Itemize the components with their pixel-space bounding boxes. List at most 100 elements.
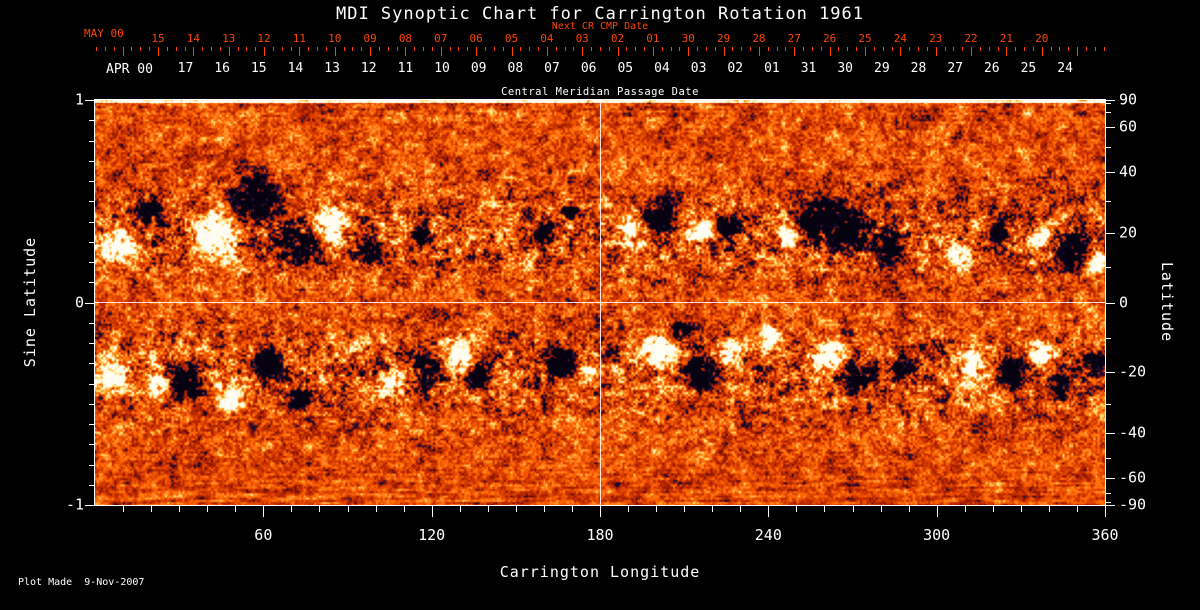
- longitude-tick: [908, 506, 910, 512]
- next-cr-day-label: 07: [434, 32, 448, 45]
- next-cr-day-label: 23: [929, 32, 943, 45]
- next-cr-day-label: 29: [716, 32, 731, 45]
- next-cr-axis-tick: [405, 47, 407, 56]
- cmp-day-label: 28: [910, 61, 927, 76]
- latitude-tick: [1106, 432, 1115, 434]
- next-cr-axis-tick: [290, 47, 292, 51]
- longitude-tick: [796, 506, 798, 512]
- cmp-day-label: 07: [544, 61, 560, 76]
- next-cr-day-label: 11: [292, 32, 307, 45]
- latitude-tick-label: 20: [1119, 223, 1138, 242]
- next-cr-axis-tick: [113, 47, 115, 51]
- next-cr-axis-tick: [997, 47, 999, 51]
- cmp-day-label: 30: [837, 61, 854, 76]
- next-cr-axis-tick: [440, 47, 442, 56]
- next-cr-axis-tick: [122, 47, 124, 56]
- longitude-tick: [263, 506, 265, 517]
- sine-latitude-tick-label: -1: [65, 495, 84, 514]
- next-cr-axis-tick: [794, 47, 796, 56]
- next-cr-axis-tick: [520, 47, 522, 51]
- next-cr-axis-tick: [140, 47, 142, 51]
- latitude-tick-label: -40: [1119, 423, 1147, 442]
- next-cr-day-label: 27: [787, 32, 801, 45]
- next-cr-axis-tick: [697, 47, 699, 51]
- left-axis-title: Sine Latitude: [21, 236, 39, 368]
- next-cr-axis-tick: [158, 47, 159, 56]
- sine-latitude-tick: [89, 221, 94, 223]
- next-cr-axis-tick: [131, 47, 133, 51]
- cmp-month-label: APR 00: [106, 62, 153, 77]
- cmp-day-label: 29: [874, 61, 890, 76]
- next-cr-axis-tick: [467, 47, 469, 51]
- next-cr-axis-tick: [211, 47, 213, 51]
- next-cr-axis-tick: [1059, 47, 1061, 51]
- longitude-tick: [515, 506, 517, 512]
- longitude-tick: [1048, 506, 1050, 512]
- sine-latitude-tick: [89, 181, 94, 182]
- latitude-tick: [1106, 501, 1111, 503]
- next-cr-axis-tick: [652, 47, 654, 56]
- longitude-tick: [459, 506, 461, 512]
- latitude-tick: [1106, 477, 1115, 479]
- longitude-tick-label: 180: [586, 526, 614, 544]
- next-cr-axis-tick: [900, 47, 902, 56]
- latitude-tick-label: 90: [1119, 90, 1138, 109]
- latitude-tick-label: 40: [1119, 162, 1138, 181]
- latitude-tick: [1106, 147, 1111, 149]
- longitude-tick: [291, 506, 293, 512]
- latitude-tick: [1106, 457, 1111, 459]
- next-cr-axis-tick: [856, 47, 858, 51]
- next-cr-axis-tick: [1015, 47, 1017, 51]
- next-cr-axis-tick: [414, 47, 416, 51]
- sine-latitude-tick: [89, 484, 94, 486]
- sine-latitude-tick: [89, 140, 94, 142]
- next-cr-axis-tick: [829, 47, 831, 56]
- next-cr-axis-tick: [803, 47, 805, 51]
- cmp-day-label: 09: [470, 61, 487, 76]
- next-cr-day-label: 12: [257, 32, 271, 45]
- sine-latitude-tick: [89, 201, 94, 203]
- cmp-day-label: 16: [214, 61, 230, 76]
- next-cr-day-label: 24: [893, 32, 907, 45]
- next-cr-axis-tick: [334, 47, 336, 56]
- longitude-tick: [235, 506, 237, 512]
- cmp-day-label: 08: [507, 61, 524, 76]
- next-cr-day-label: 04: [540, 32, 554, 45]
- next-cr-axis-tick: [732, 47, 734, 51]
- longitude-tick: [656, 506, 658, 512]
- next-cr-axis-tick: [847, 47, 849, 51]
- next-cr-axis-tick: [1085, 47, 1087, 51]
- next-cr-axis-tick: [308, 47, 310, 51]
- latitude-tick: [1106, 267, 1111, 269]
- next-cr-axis-tick: [237, 47, 239, 51]
- longitude-tick: [319, 506, 321, 512]
- next-cr-axis-tick: [529, 47, 531, 51]
- latitude-tick: [1106, 492, 1111, 494]
- next-cr-axis-tick: [1094, 47, 1096, 51]
- next-cr-day-label: 01: [646, 32, 660, 45]
- longitude-tick: [571, 506, 573, 512]
- cmp-day-label: 31: [800, 61, 817, 76]
- plot-made-note: Plot Made 9-Nov-2007: [18, 577, 145, 588]
- next-cr-day-label: 06: [469, 32, 483, 45]
- next-cr-axis-tick: [635, 47, 637, 51]
- latitude-tick: [1106, 302, 1115, 304]
- sine-latitude-tick: [89, 262, 94, 263]
- next-cr-axis-tick: [758, 47, 760, 56]
- longitude-tick: [992, 506, 994, 512]
- latitude-tick: [1106, 100, 1115, 101]
- next-cr-axis-tick: [184, 47, 186, 51]
- next-cr-axis-tick: [423, 47, 425, 51]
- x-axis-title: Carrington Longitude: [499, 563, 701, 581]
- longitude-tick: [1020, 506, 1022, 512]
- next-cr-axis-tick: [193, 47, 195, 56]
- next-cr-axis-tick: [1041, 47, 1043, 56]
- longitude-tick: [964, 506, 966, 512]
- next-cr-axis-tick: [1103, 47, 1105, 51]
- sine-latitude-tick-label: 1: [74, 90, 84, 109]
- next-cr-axis-tick: [343, 47, 345, 51]
- cmp-day-label: 05: [617, 61, 634, 76]
- next-cr-axis-tick: [909, 47, 911, 51]
- next-cr-axis-tick: [149, 47, 151, 51]
